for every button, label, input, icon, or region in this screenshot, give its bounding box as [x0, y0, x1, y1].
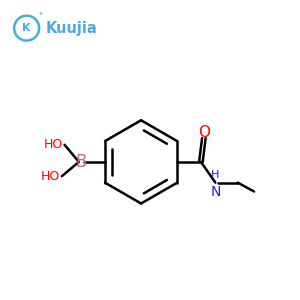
- Text: H: H: [211, 170, 220, 180]
- Text: O: O: [198, 125, 210, 140]
- Text: HO: HO: [41, 170, 60, 183]
- Text: B: B: [76, 153, 87, 171]
- Text: N: N: [210, 185, 220, 199]
- Text: HO: HO: [44, 138, 63, 151]
- Text: °: °: [38, 12, 42, 21]
- Text: Kuujia: Kuujia: [46, 21, 98, 36]
- Text: K: K: [22, 23, 31, 33]
